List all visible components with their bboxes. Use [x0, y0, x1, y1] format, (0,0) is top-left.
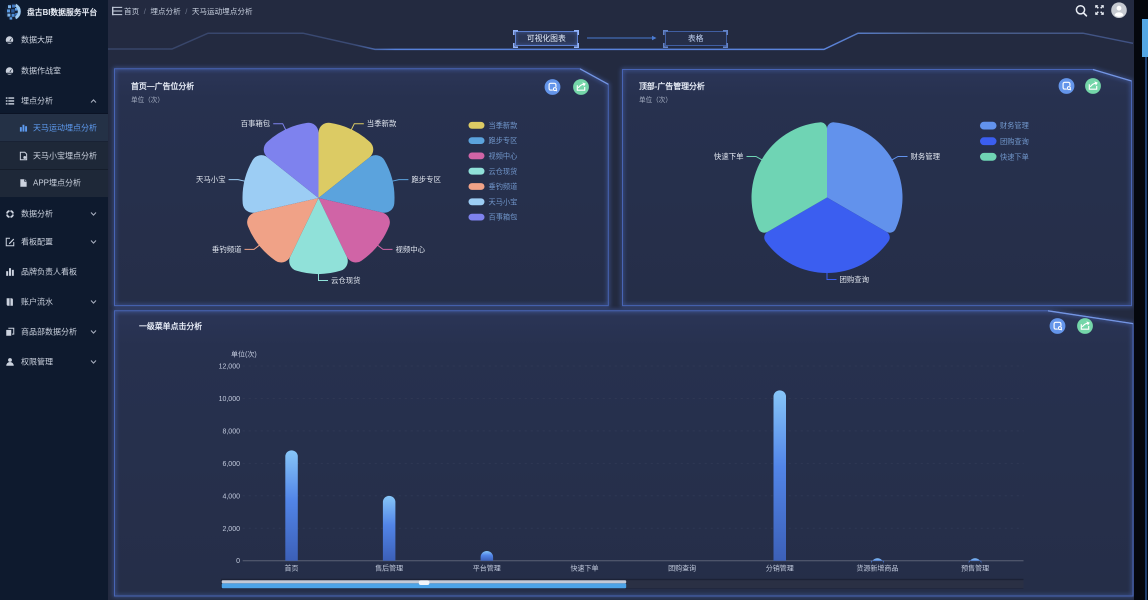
svg-text:团购查询: 团购查询: [1000, 137, 1029, 146]
svg-text:首页: 首页: [285, 564, 299, 573]
svg-text:平台管理: 平台管理: [473, 564, 501, 573]
svg-text:2,000: 2,000: [222, 526, 240, 533]
svg-text:快速下单: 快速下单: [571, 564, 599, 573]
svg-text:4,000: 4,000: [222, 493, 240, 500]
svg-text:垂钓频道: 垂钓频道: [489, 182, 518, 191]
svg-text:预售管理: 预售管理: [961, 564, 989, 573]
svg-text:百事箱包: 百事箱包: [241, 119, 271, 128]
svg-text:财务管理: 财务管理: [911, 152, 941, 161]
svg-text:云仓现货: 云仓现货: [331, 276, 361, 285]
svg-text:快速下单: 快速下单: [1000, 152, 1029, 161]
svg-text:团购查询: 团购查询: [668, 564, 696, 573]
svg-text:跑步专区: 跑步专区: [411, 175, 441, 184]
svg-text:分销管理: 分销管理: [766, 564, 794, 573]
svg-text:快速下单: 快速下单: [714, 152, 744, 161]
svg-text:团购查询: 团购查询: [840, 275, 870, 284]
svg-text:12,000: 12,000: [219, 364, 241, 371]
svg-text:0: 0: [236, 558, 240, 565]
svg-text:单位(次): 单位(次): [231, 350, 257, 359]
svg-text:当季新款: 当季新款: [489, 121, 518, 130]
svg-text:10,000: 10,000: [219, 396, 241, 403]
svg-text:跑步专区: 跑步专区: [489, 136, 518, 145]
svg-text:8,000: 8,000: [222, 428, 240, 435]
svg-text:天马小宝: 天马小宝: [196, 175, 226, 184]
svg-text:视频中心: 视频中心: [396, 245, 426, 254]
svg-text:云仓现货: 云仓现货: [489, 167, 518, 176]
svg-text:当季新款: 当季新款: [367, 119, 397, 128]
svg-text:天马小宝: 天马小宝: [489, 197, 518, 206]
svg-text:视频中心: 视频中心: [489, 152, 518, 161]
svg-text:财务管理: 财务管理: [1000, 121, 1029, 130]
svg-text:货源新增商品: 货源新增商品: [856, 564, 898, 573]
svg-text:6,000: 6,000: [222, 461, 240, 468]
svg-text:垂钓频道: 垂钓频道: [212, 245, 242, 254]
svg-text:售后管理: 售后管理: [375, 564, 403, 573]
svg-text:百事箱包: 百事箱包: [489, 213, 518, 222]
